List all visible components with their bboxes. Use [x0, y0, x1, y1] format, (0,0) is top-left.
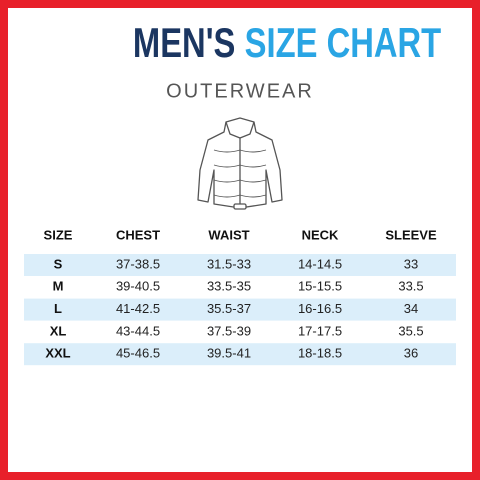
size-label: M — [53, 279, 64, 294]
table-cell: 33.5 — [398, 279, 423, 294]
size-label: S — [54, 256, 63, 271]
column-header: CHEST — [116, 227, 160, 242]
table-cell: 33 — [404, 256, 418, 271]
table-cell: 35.5-37 — [207, 301, 251, 316]
table-cell: 35.5 — [398, 323, 423, 338]
table-cell: 15-15.5 — [298, 279, 342, 294]
table-cell: 43-44.5 — [116, 323, 160, 338]
table-cell: 39.5-41 — [207, 346, 251, 361]
table-cell: 14-14.5 — [298, 256, 342, 271]
subtitle: OUTERWEAR — [166, 80, 314, 102]
column-header: SIZE — [44, 227, 73, 242]
column-header: WAIST — [208, 227, 249, 242]
size-table: SIZE CHEST WAIST NECK SLEEVE S 37-38.5 31.5-33 1… — [24, 227, 456, 366]
title-group: MEN'S SIZE CHART — [133, 19, 441, 66]
size-label: XL — [50, 323, 67, 338]
table-cell: 37-38.5 — [116, 256, 160, 271]
table-cell: 37.5-39 — [207, 323, 251, 338]
row-band — [24, 298, 456, 321]
column-header: NECK — [302, 227, 339, 242]
size-label: XXL — [45, 346, 70, 361]
table-cell: 45-46.5 — [116, 346, 160, 361]
table-cell: 31.5-33 — [207, 256, 251, 271]
title-part2: SIZE CHART — [245, 19, 442, 66]
table-cell: 16-16.5 — [298, 301, 342, 316]
row-band — [24, 254, 456, 276]
column-header: SLEEVE — [385, 227, 437, 242]
table-cell: 33.5-35 — [207, 279, 251, 294]
table-cell: 34 — [404, 301, 418, 316]
table-cell: 18-18.5 — [298, 346, 342, 361]
row-band — [24, 343, 456, 366]
table-cell: 17-17.5 — [298, 323, 342, 338]
jacket-icon — [197, 117, 283, 210]
table-cell: 41-42.5 — [116, 301, 160, 316]
size-label: L — [54, 301, 62, 316]
table-cell: 39-40.5 — [116, 279, 160, 294]
panel — [8, 8, 472, 472]
title-part1: MEN'S — [133, 19, 235, 66]
table-cell: 36 — [404, 346, 418, 361]
